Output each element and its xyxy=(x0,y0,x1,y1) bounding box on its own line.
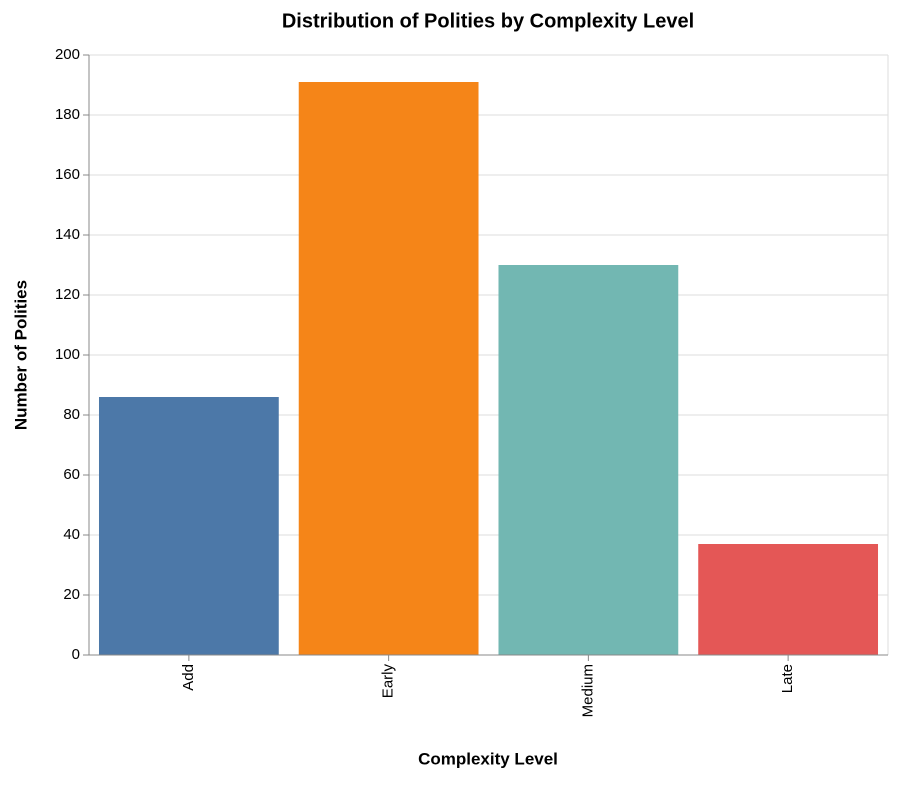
y-tick-label: 180 xyxy=(55,106,80,123)
chart-title: Distribution of Polities by Complexity L… xyxy=(282,10,694,32)
bar xyxy=(698,544,879,655)
y-axis-title: Number of Polities xyxy=(11,280,30,430)
x-tick-label: Late xyxy=(779,664,796,693)
y-tick-label: 120 xyxy=(55,286,80,303)
y-tick-label: 60 xyxy=(63,466,80,483)
y-tick-label: 140 xyxy=(55,226,80,243)
y-tick-label: 40 xyxy=(63,526,80,543)
y-tick-label: 200 xyxy=(55,46,80,63)
x-tick-label: Add xyxy=(180,664,197,691)
bar xyxy=(498,265,679,655)
y-tick-label: 100 xyxy=(55,346,80,363)
x-tick-label: Early xyxy=(380,664,397,699)
bar xyxy=(298,82,479,655)
y-tick-label: 80 xyxy=(63,406,80,423)
y-tick-label: 0 xyxy=(72,646,80,663)
y-tick-label: 20 xyxy=(63,586,80,603)
x-tick-label: Medium xyxy=(579,664,596,717)
bar xyxy=(98,397,279,655)
y-tick-label: 160 xyxy=(55,166,80,183)
x-axis-title: Complexity Level xyxy=(418,749,558,768)
